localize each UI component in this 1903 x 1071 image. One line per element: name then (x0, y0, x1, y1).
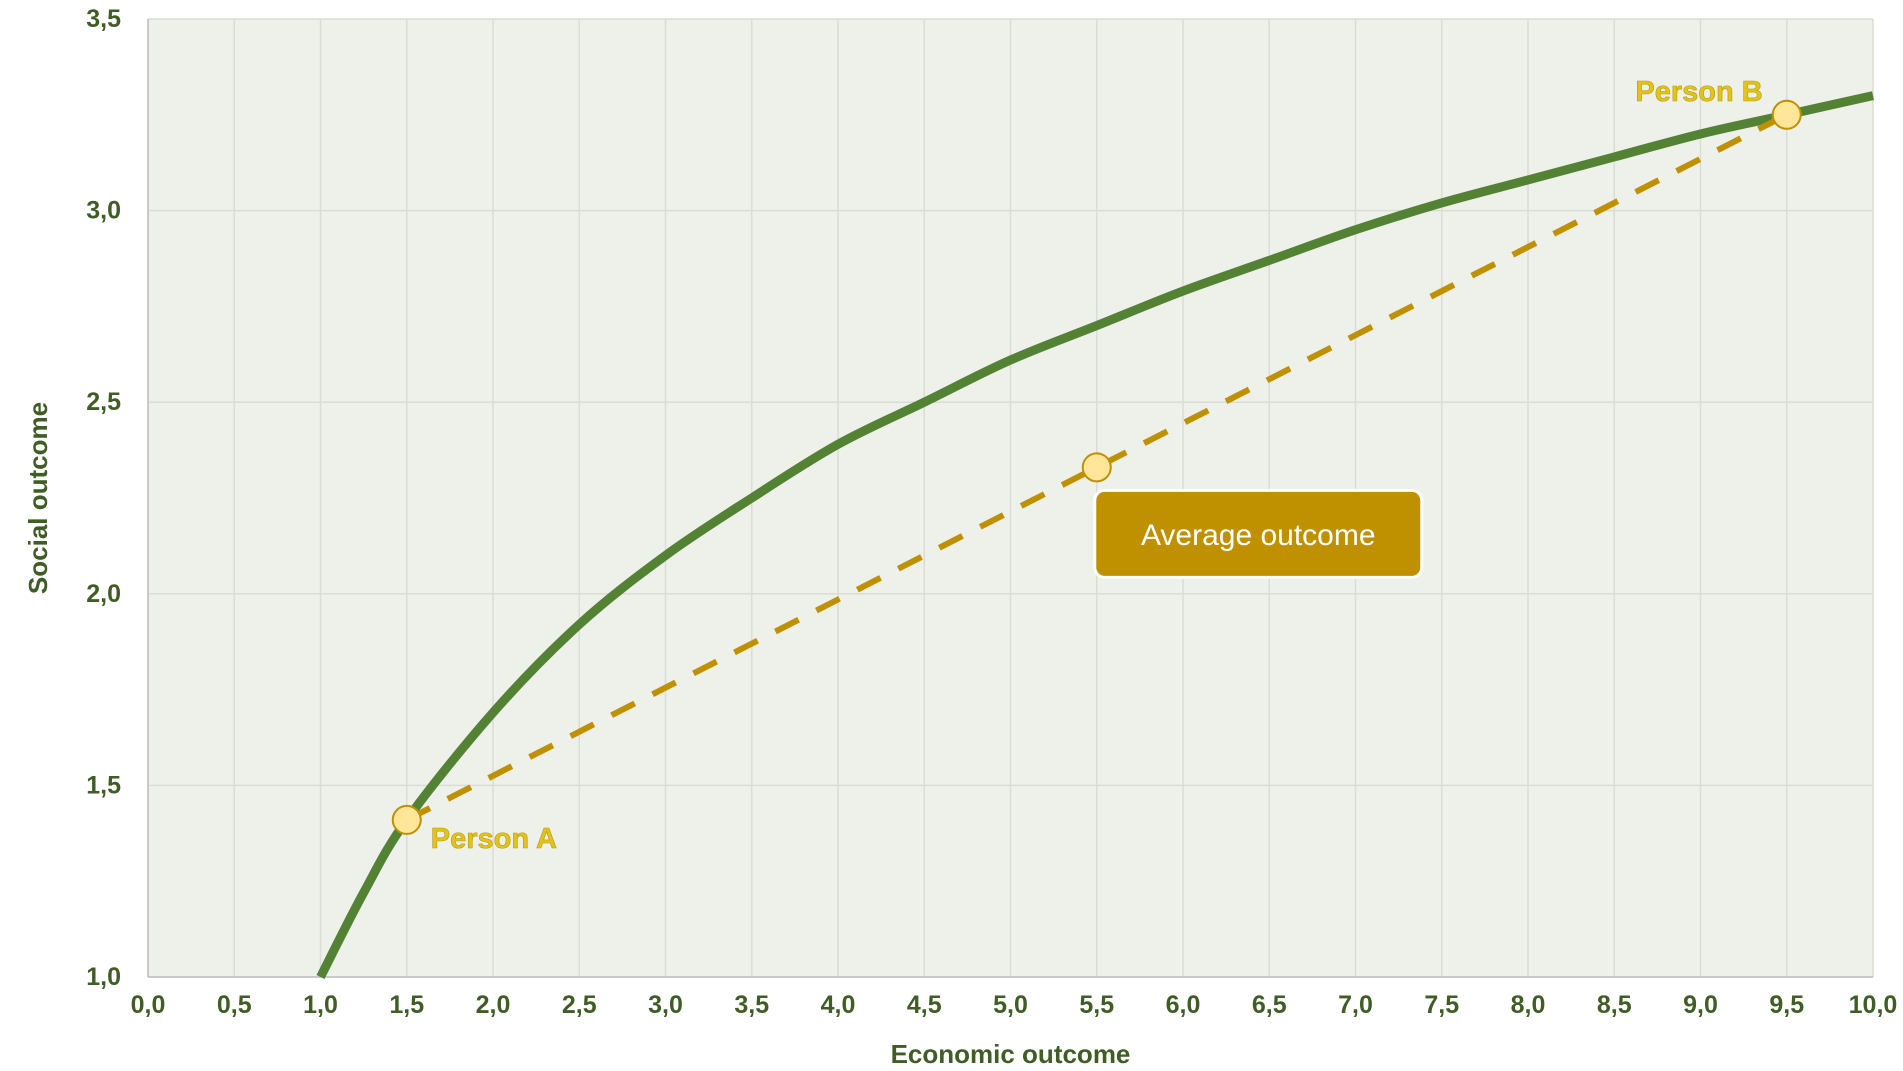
data-point (1771, 99, 1802, 130)
x-tick-label: 9,5 (1769, 991, 1804, 1019)
y-tick-label: 2,5 (86, 388, 121, 416)
curve-line (316, 91, 1874, 980)
point-label: Person A (431, 823, 557, 855)
data-point (391, 804, 422, 835)
x-axis-ticks: 0,0 0,5 1,0 1,5 2,0 2,5 3,0 3,5 4,0 4,5 5,0 5,5 6,0 6… (131, 991, 1898, 1019)
x-tick-label: 1,5 (389, 991, 424, 1019)
annotation-box (1093, 488, 1424, 579)
point-label: Person B (1635, 76, 1762, 108)
x-tick-label: 5,5 (1079, 991, 1114, 1019)
average-dashed-line (405, 112, 1789, 823)
x-tick-label: 10,0 (1849, 991, 1898, 1019)
x-tick-label: 6,0 (1166, 991, 1201, 1019)
x-tick-label: 2,5 (562, 991, 597, 1019)
x-tick-label: 3,5 (734, 991, 769, 1019)
annotation-label: Average outcome (1141, 519, 1376, 552)
x-tick-label: 0,0 (131, 991, 166, 1019)
x-tick-label: 9,0 (1683, 991, 1718, 1019)
x-axis-title: Economic outcome (891, 1039, 1131, 1069)
y-tick-label: 3,0 (86, 197, 121, 225)
y-tick-label: 1,0 (86, 963, 121, 991)
x-tick-label: 1,0 (303, 991, 338, 1019)
data-point (1081, 452, 1112, 483)
x-tick-label: 0,5 (217, 991, 252, 1019)
series-layer (316, 91, 1874, 980)
x-tick-label: 3,0 (648, 991, 683, 1019)
y-tick-label: 1,5 (86, 771, 121, 799)
x-tick-label: 7,5 (1424, 991, 1459, 1019)
x-tick-label: 5,0 (993, 991, 1028, 1019)
x-tick-label: 4,0 (821, 991, 856, 1019)
annotation-layer: Average outcome (1093, 488, 1424, 579)
x-tick-label: 8,5 (1597, 991, 1632, 1019)
y-axis-title: Social outcome (23, 402, 53, 594)
x-tick-label: 7,0 (1338, 991, 1373, 1019)
x-tick-label: 4,5 (907, 991, 942, 1019)
y-axis-ticks: 1,0 1,5 2,0 2,5 3,0 3,5 (86, 5, 121, 991)
y-tick-label: 3,5 (86, 5, 121, 33)
points-layer: Person A Person B (391, 76, 1802, 855)
x-tick-label: 6,5 (1252, 991, 1287, 1019)
x-tick-label: 2,0 (476, 991, 511, 1019)
y-tick-label: 2,0 (86, 580, 121, 608)
x-tick-label: 8,0 (1511, 991, 1546, 1019)
